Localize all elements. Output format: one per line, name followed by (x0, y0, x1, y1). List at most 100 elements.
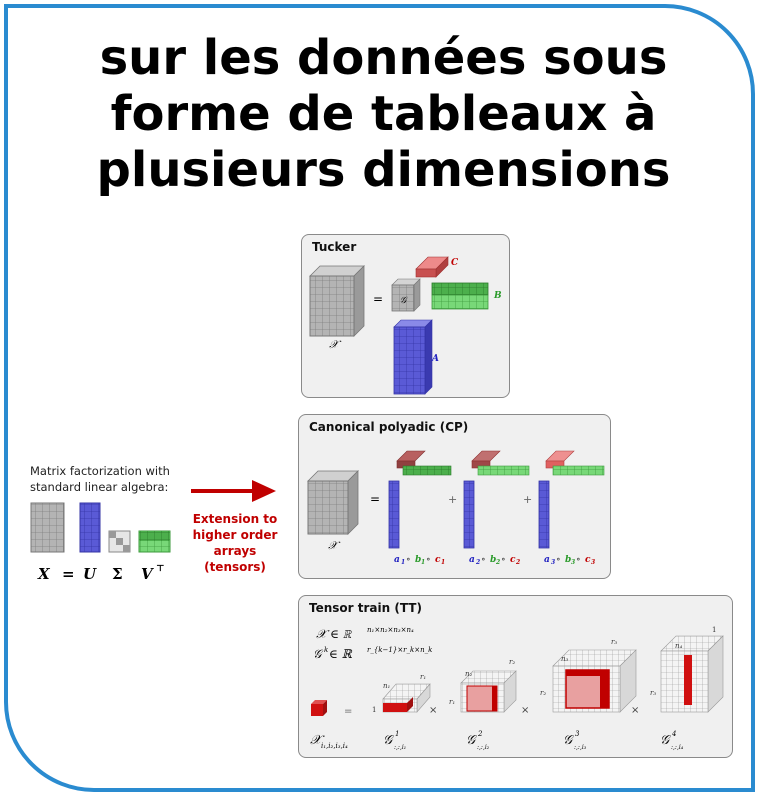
tt-core-2 (460, 670, 517, 713)
tt-core-2-dims: n₂ r₂ r₁ (449, 658, 515, 706)
cp-term-label-2: a 2 ∘ b 2 ∘ c 2 (469, 555, 520, 566)
matrix-caption-line-2: standard linear algebra: (30, 480, 169, 494)
tt-core-4-label: 𝒢 (660, 733, 672, 748)
svg-text:4: 4 (671, 730, 676, 738)
page-title: sur les données sous forme de tableaux à… (0, 30, 767, 198)
svg-text:∘: ∘ (576, 555, 581, 565)
matrix-equation: X = U Σ V ⊤ (37, 564, 165, 583)
eq-equals: = (62, 565, 75, 583)
tt-core-4 (660, 635, 724, 713)
svg-text:a: a (469, 555, 475, 565)
svg-text:a: a (544, 555, 550, 565)
svg-text:1: 1 (395, 730, 399, 738)
tt-core-1 (382, 683, 431, 713)
tucker-equals: = (373, 292, 383, 306)
svg-text:b: b (415, 555, 421, 565)
matrix-vt (138, 530, 171, 553)
tt-def-2-sup2: r_{k−1}×r_k×n_k (367, 646, 432, 654)
tucker-b-label: B (493, 291, 502, 301)
tucker-factor-c (415, 256, 449, 278)
svg-text:∘: ∘ (481, 555, 486, 565)
svg-text:3: 3 (571, 559, 575, 566)
tt-core-2-label: 𝒢 (466, 733, 478, 748)
tucker-a-label: A (431, 354, 439, 364)
svg-text:1: 1 (421, 559, 425, 566)
tucker-core (391, 278, 421, 312)
svg-text::,:,i₂: :,:,i₂ (477, 744, 490, 751)
svg-text:b: b (490, 555, 496, 565)
matrix-x (30, 502, 65, 553)
svg-text:n₄: n₄ (675, 642, 683, 650)
tt-def-1: 𝒳 ∈ ℝ (316, 627, 353, 641)
svg-text:n₁: n₁ (383, 682, 391, 690)
tt-def-1-sup: n₁×n₂×n₃×n₄ (367, 626, 414, 634)
svg-text:c: c (585, 555, 591, 565)
cp-term-1 (388, 450, 452, 549)
svg-text:r₂: r₂ (540, 689, 546, 697)
tt-core-3 (552, 649, 637, 713)
eq-x: X (37, 565, 51, 583)
svg-text:3: 3 (591, 559, 595, 566)
tt-x-element (311, 700, 327, 716)
svg-text:∘: ∘ (406, 555, 411, 565)
svg-text:r₂: r₂ (509, 658, 515, 666)
title-line-3: plusieurs dimensions (96, 142, 671, 198)
tt-title: Tensor train (TT) (309, 601, 422, 615)
svg-text:2: 2 (477, 730, 483, 738)
svg-text:n₃: n₃ (561, 655, 569, 663)
tt-definitions: 𝒳 ∈ ℝ n₁×n₂×n₃×n₄ 𝒢 k ∈ ℝ r_{k−1}×r_k×n_… (313, 626, 432, 661)
eq-sigma: Σ (112, 565, 123, 583)
tucker-factor-b (431, 282, 489, 310)
cp-term-label-1: a 1 ∘ b 1 ∘ c 1 (394, 555, 445, 566)
svg-text:2: 2 (515, 559, 520, 566)
matrix-sigma (108, 530, 131, 553)
tt-times-2: × (521, 705, 529, 716)
tt-equals: = (344, 706, 352, 717)
tucker-tensor-x (309, 265, 365, 337)
svg-text::,:,i₁: :,:,i₁ (394, 744, 406, 751)
tt-def-2-sup: k (324, 646, 328, 654)
cp-equals: = (370, 492, 380, 506)
svg-text:c: c (510, 555, 516, 565)
tt-times-1: × (429, 705, 437, 716)
svg-text:3: 3 (551, 559, 555, 566)
tt-core-3-dims: n₃ r₃ r₂ (540, 638, 617, 697)
svg-text:a: a (394, 555, 400, 565)
extension-arrow (191, 480, 276, 502)
svg-text:1: 1 (712, 626, 716, 634)
svg-text:1: 1 (441, 559, 445, 566)
rounded-frame (4, 4, 755, 792)
tucker-x-label: 𝒳 (329, 338, 342, 351)
eq-u: U (83, 565, 97, 583)
cp-term-2 (463, 450, 530, 549)
tt-core-1-dims: n₁ r₁ 1 (372, 673, 426, 714)
matrix-u (79, 502, 101, 553)
tucker-c-label: C (451, 258, 459, 268)
tt-times-3: × (631, 705, 639, 716)
tucker-title: Tucker (312, 240, 357, 254)
svg-text:3: 3 (575, 730, 580, 738)
tt-core-4-dims: n₄ 1 r₃ (650, 626, 716, 697)
tucker-factor-a (393, 319, 433, 395)
cp-tensor-x (307, 470, 359, 535)
cp-term-3 (538, 450, 605, 549)
svg-text::,:,i₄: :,:,i₄ (671, 744, 684, 751)
cp-title: Canonical polyadic (CP) (309, 420, 469, 434)
svg-text:r₃: r₃ (650, 689, 656, 697)
svg-text:r₁: r₁ (449, 698, 455, 706)
title-line-2: forme de tableaux à (110, 86, 657, 142)
title-line-1: sur les données sous (99, 30, 668, 86)
extension-label: Extension to higher order arrays (tensor… (180, 511, 290, 575)
extension-line-1: Extension to (192, 512, 278, 526)
matrix-caption-line-1: Matrix factorization with (30, 464, 170, 478)
svg-text:2: 2 (475, 559, 480, 566)
matrix-caption: Matrix factorization with standard linea… (30, 463, 190, 495)
extension-line-3: arrays (213, 544, 257, 558)
cp-plus-1: + (448, 493, 457, 506)
tt-def-2-rest: ∈ ℝ (329, 647, 353, 661)
svg-text:c: c (435, 555, 441, 565)
svg-text:1: 1 (401, 559, 405, 566)
tt-def-2: 𝒢 (313, 647, 324, 661)
eq-v: V (141, 565, 154, 583)
